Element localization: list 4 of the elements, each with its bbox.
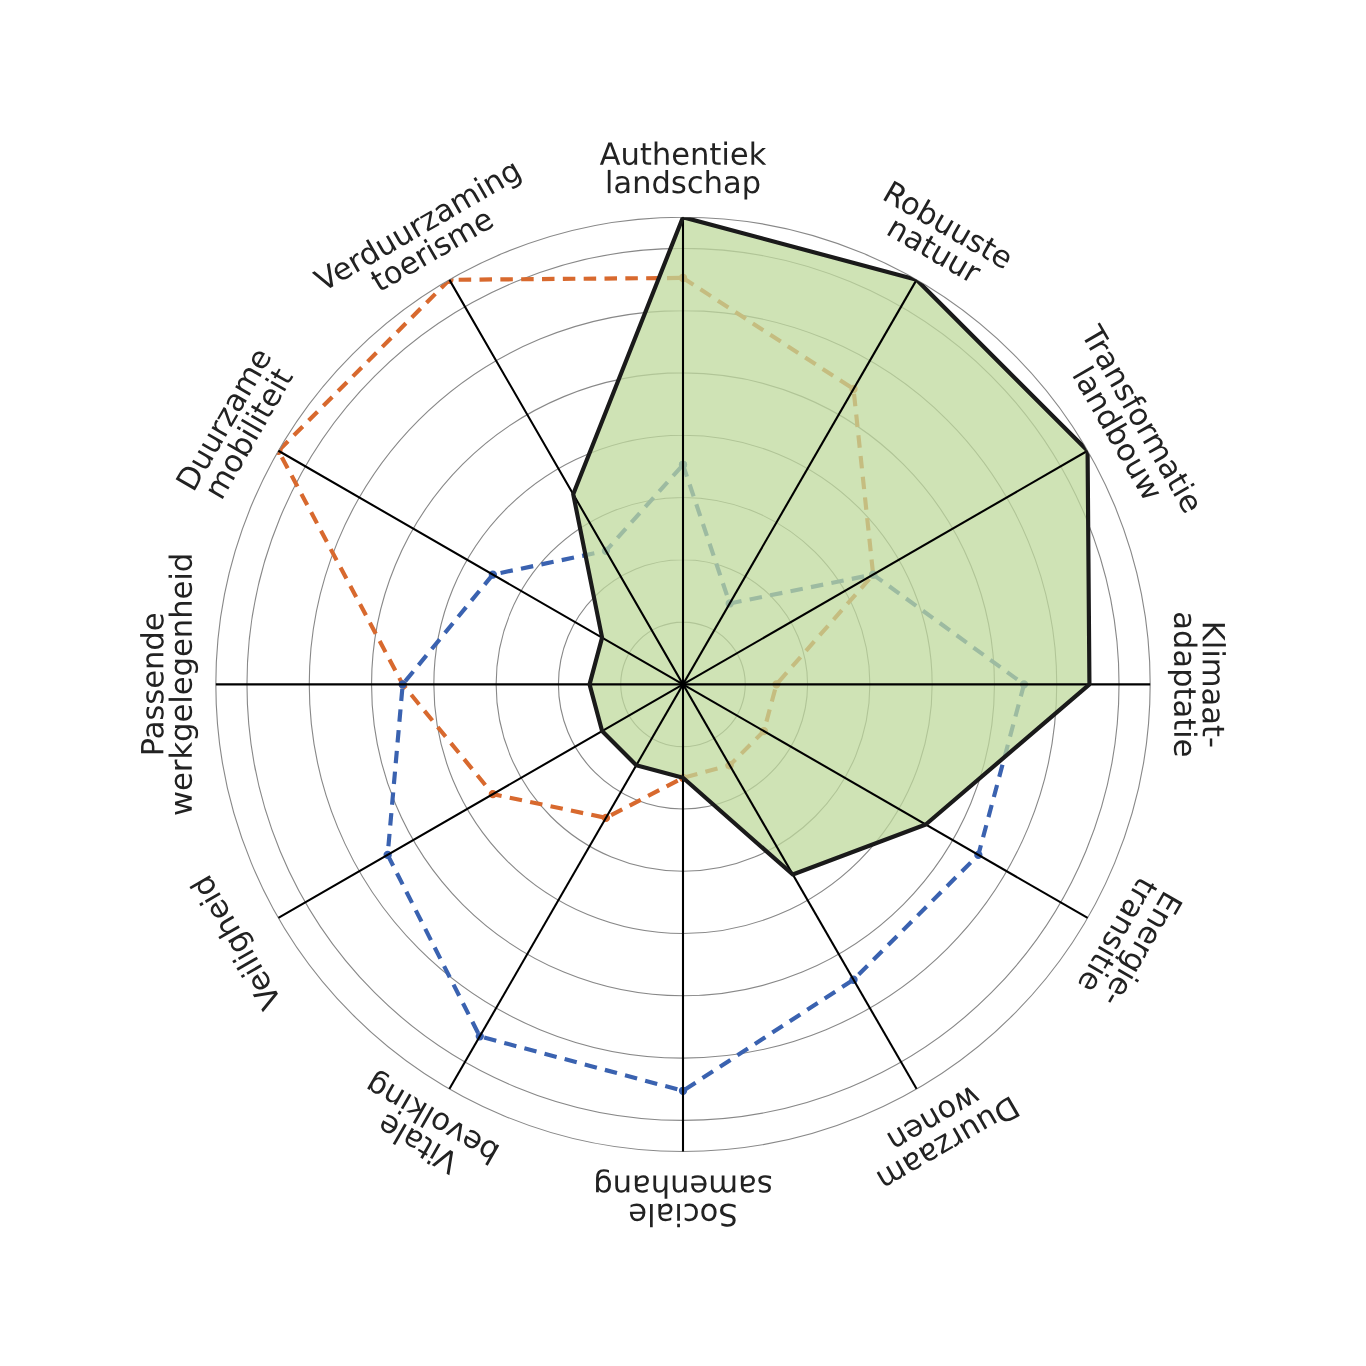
spoke-label: Passende werkgelegenheid	[140, 555, 199, 815]
spoke-label: Klimaat- adaptatie	[1167, 613, 1226, 756]
spoke-label: Sociale samenhang	[596, 1169, 772, 1228]
spoke-label: Authentiek landschap	[599, 141, 767, 200]
